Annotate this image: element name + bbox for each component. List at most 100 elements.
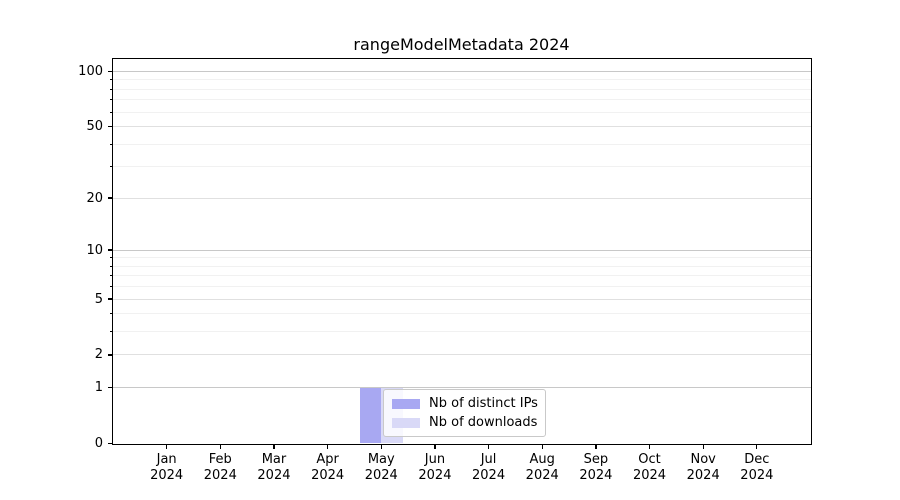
x-tick-label-month: May	[367, 451, 395, 467]
y-tick-label-2: 2	[94, 347, 103, 363]
x-tick-label-sep-2024: Sep 2024	[564, 452, 628, 484]
y-minor-tick-mark	[109, 79, 113, 81]
x-tick-mark	[219, 443, 221, 449]
y-minor-tick-mark	[109, 143, 113, 145]
y-minor-tick-mark	[109, 331, 113, 333]
x-tick-label-year: 2024	[579, 467, 613, 483]
y-tick-mark	[107, 298, 113, 300]
gridline-minor	[113, 88, 811, 90]
x-tick-label-month: Sep	[583, 451, 609, 467]
y-tick-label-20: 20	[86, 190, 103, 206]
y-tick-mark	[107, 197, 113, 199]
gridline-minor	[113, 331, 811, 333]
x-tick-label-oct-2024: Oct 2024	[618, 452, 682, 484]
x-tick-label-month: Feb	[208, 451, 232, 467]
y-tick-label-1: 1	[94, 380, 103, 396]
legend-label-distinct-ips: Nb of distinct IPs	[429, 396, 538, 411]
x-tick-label-month: Dec	[744, 451, 770, 467]
legend-label-downloads: Nb of downloads	[429, 415, 538, 430]
x-tick-label-month: Jun	[424, 451, 446, 467]
x-tick-label-nov-2024: Nov 2024	[671, 452, 735, 484]
x-tick-label-dec-2024: Dec 2024	[725, 452, 789, 484]
y-tick-mark	[107, 125, 113, 128]
x-tick-mark	[595, 443, 597, 449]
y-tick-mark	[107, 442, 113, 445]
legend-row-downloads: Nb of downloads	[392, 415, 537, 430]
gridline-minor	[113, 286, 811, 288]
x-tick-label-year: 2024	[418, 467, 452, 483]
gridline-major-2	[113, 354, 811, 356]
gridline-minor	[113, 275, 811, 277]
y-tick-mark	[107, 354, 113, 356]
x-tick-mark	[756, 443, 758, 449]
x-tick-label-year: 2024	[525, 467, 559, 483]
gridline-minor	[113, 265, 811, 267]
y-minor-tick-mark	[109, 313, 113, 315]
y-tick-label-50: 50	[86, 118, 103, 134]
x-tick-label-month: Jan	[156, 451, 177, 467]
y-tick-mark	[107, 386, 113, 389]
x-tick-mark	[166, 443, 168, 449]
gridline-minor	[113, 257, 811, 259]
y-tick-mark	[107, 70, 113, 72]
x-tick-mark	[487, 443, 490, 449]
x-tick-label-mar-2024: Mar 2024	[242, 452, 306, 484]
y-minor-tick-mark	[109, 111, 113, 113]
x-tick-label-month: Oct	[638, 451, 661, 467]
x-tick-label-year: 2024	[686, 467, 720, 483]
legend-swatch-distinct-ips-icon	[392, 398, 420, 409]
legend-swatch-downloads-icon	[392, 417, 420, 428]
x-tick-label-year: 2024	[150, 467, 184, 483]
bar-nb-of-distinct-ips-may	[359, 387, 382, 444]
x-tick-label-year: 2024	[203, 467, 237, 483]
gridline-major-5	[113, 298, 811, 300]
x-tick-mark	[326, 443, 329, 449]
y-minor-tick-mark	[109, 166, 113, 168]
y-minor-tick-mark	[109, 99, 113, 101]
gridline-major-1	[113, 387, 811, 389]
x-tick-label-apr-2024: Apr 2024	[296, 452, 360, 484]
gridline-minor	[113, 79, 811, 81]
legend-row-distinct-ips: Nb of distinct IPs	[392, 396, 538, 411]
x-tick-label-aug-2024: Aug 2024	[510, 452, 574, 484]
x-tick-label-month: Mar	[261, 451, 287, 467]
y-minor-tick-mark	[109, 275, 113, 277]
x-tick-label-year: 2024	[257, 467, 291, 483]
gridline-minor	[113, 99, 811, 101]
x-tick-label-year: 2024	[311, 467, 345, 483]
y-minor-tick-mark	[109, 265, 113, 267]
gridline-major-100	[113, 70, 811, 72]
x-tick-label-year: 2024	[632, 467, 667, 483]
x-tick-mark	[380, 443, 382, 449]
x-tick-label-year: 2024	[740, 467, 774, 483]
x-tick-label-year: 2024	[364, 467, 398, 483]
x-tick-label-jul-2024: Jul 2024	[457, 452, 521, 484]
x-tick-label-month: Aug	[529, 451, 555, 467]
x-tick-mark	[702, 443, 704, 449]
gridline-major-10	[113, 249, 811, 251]
x-tick-label-jan-2024: Jan 2024	[135, 452, 199, 484]
gridline-minor	[113, 313, 811, 315]
y-tick-label-0: 0	[94, 436, 103, 451]
y-tick-label-5: 5	[94, 291, 103, 307]
x-tick-mark	[273, 443, 275, 449]
x-tick-label-may-2024: May 2024	[349, 452, 413, 484]
x-tick-mark	[434, 443, 436, 449]
chart-title: rangeModelMetadata 2024	[353, 35, 570, 54]
y-minor-tick-mark	[109, 88, 113, 90]
x-tick-label-month: Nov	[690, 451, 716, 467]
gridline-minor	[113, 143, 811, 145]
legend: Nb of distinct IPs Nb of downloads	[383, 389, 546, 437]
y-minor-tick-mark	[109, 286, 113, 288]
x-tick-label-jun-2024: Jun 2024	[403, 452, 467, 484]
y-tick-label-100: 100	[78, 63, 103, 79]
gridline-minor	[113, 166, 811, 168]
y-tick-mark	[107, 249, 113, 251]
y-minor-tick-mark	[109, 257, 113, 259]
gridline-major-20	[113, 197, 811, 199]
x-tick-label-year: 2024	[472, 467, 506, 483]
y-tick-label-10: 10	[86, 242, 103, 258]
gridline-major-50	[113, 125, 811, 127]
x-tick-label-month: Apr	[316, 451, 339, 467]
